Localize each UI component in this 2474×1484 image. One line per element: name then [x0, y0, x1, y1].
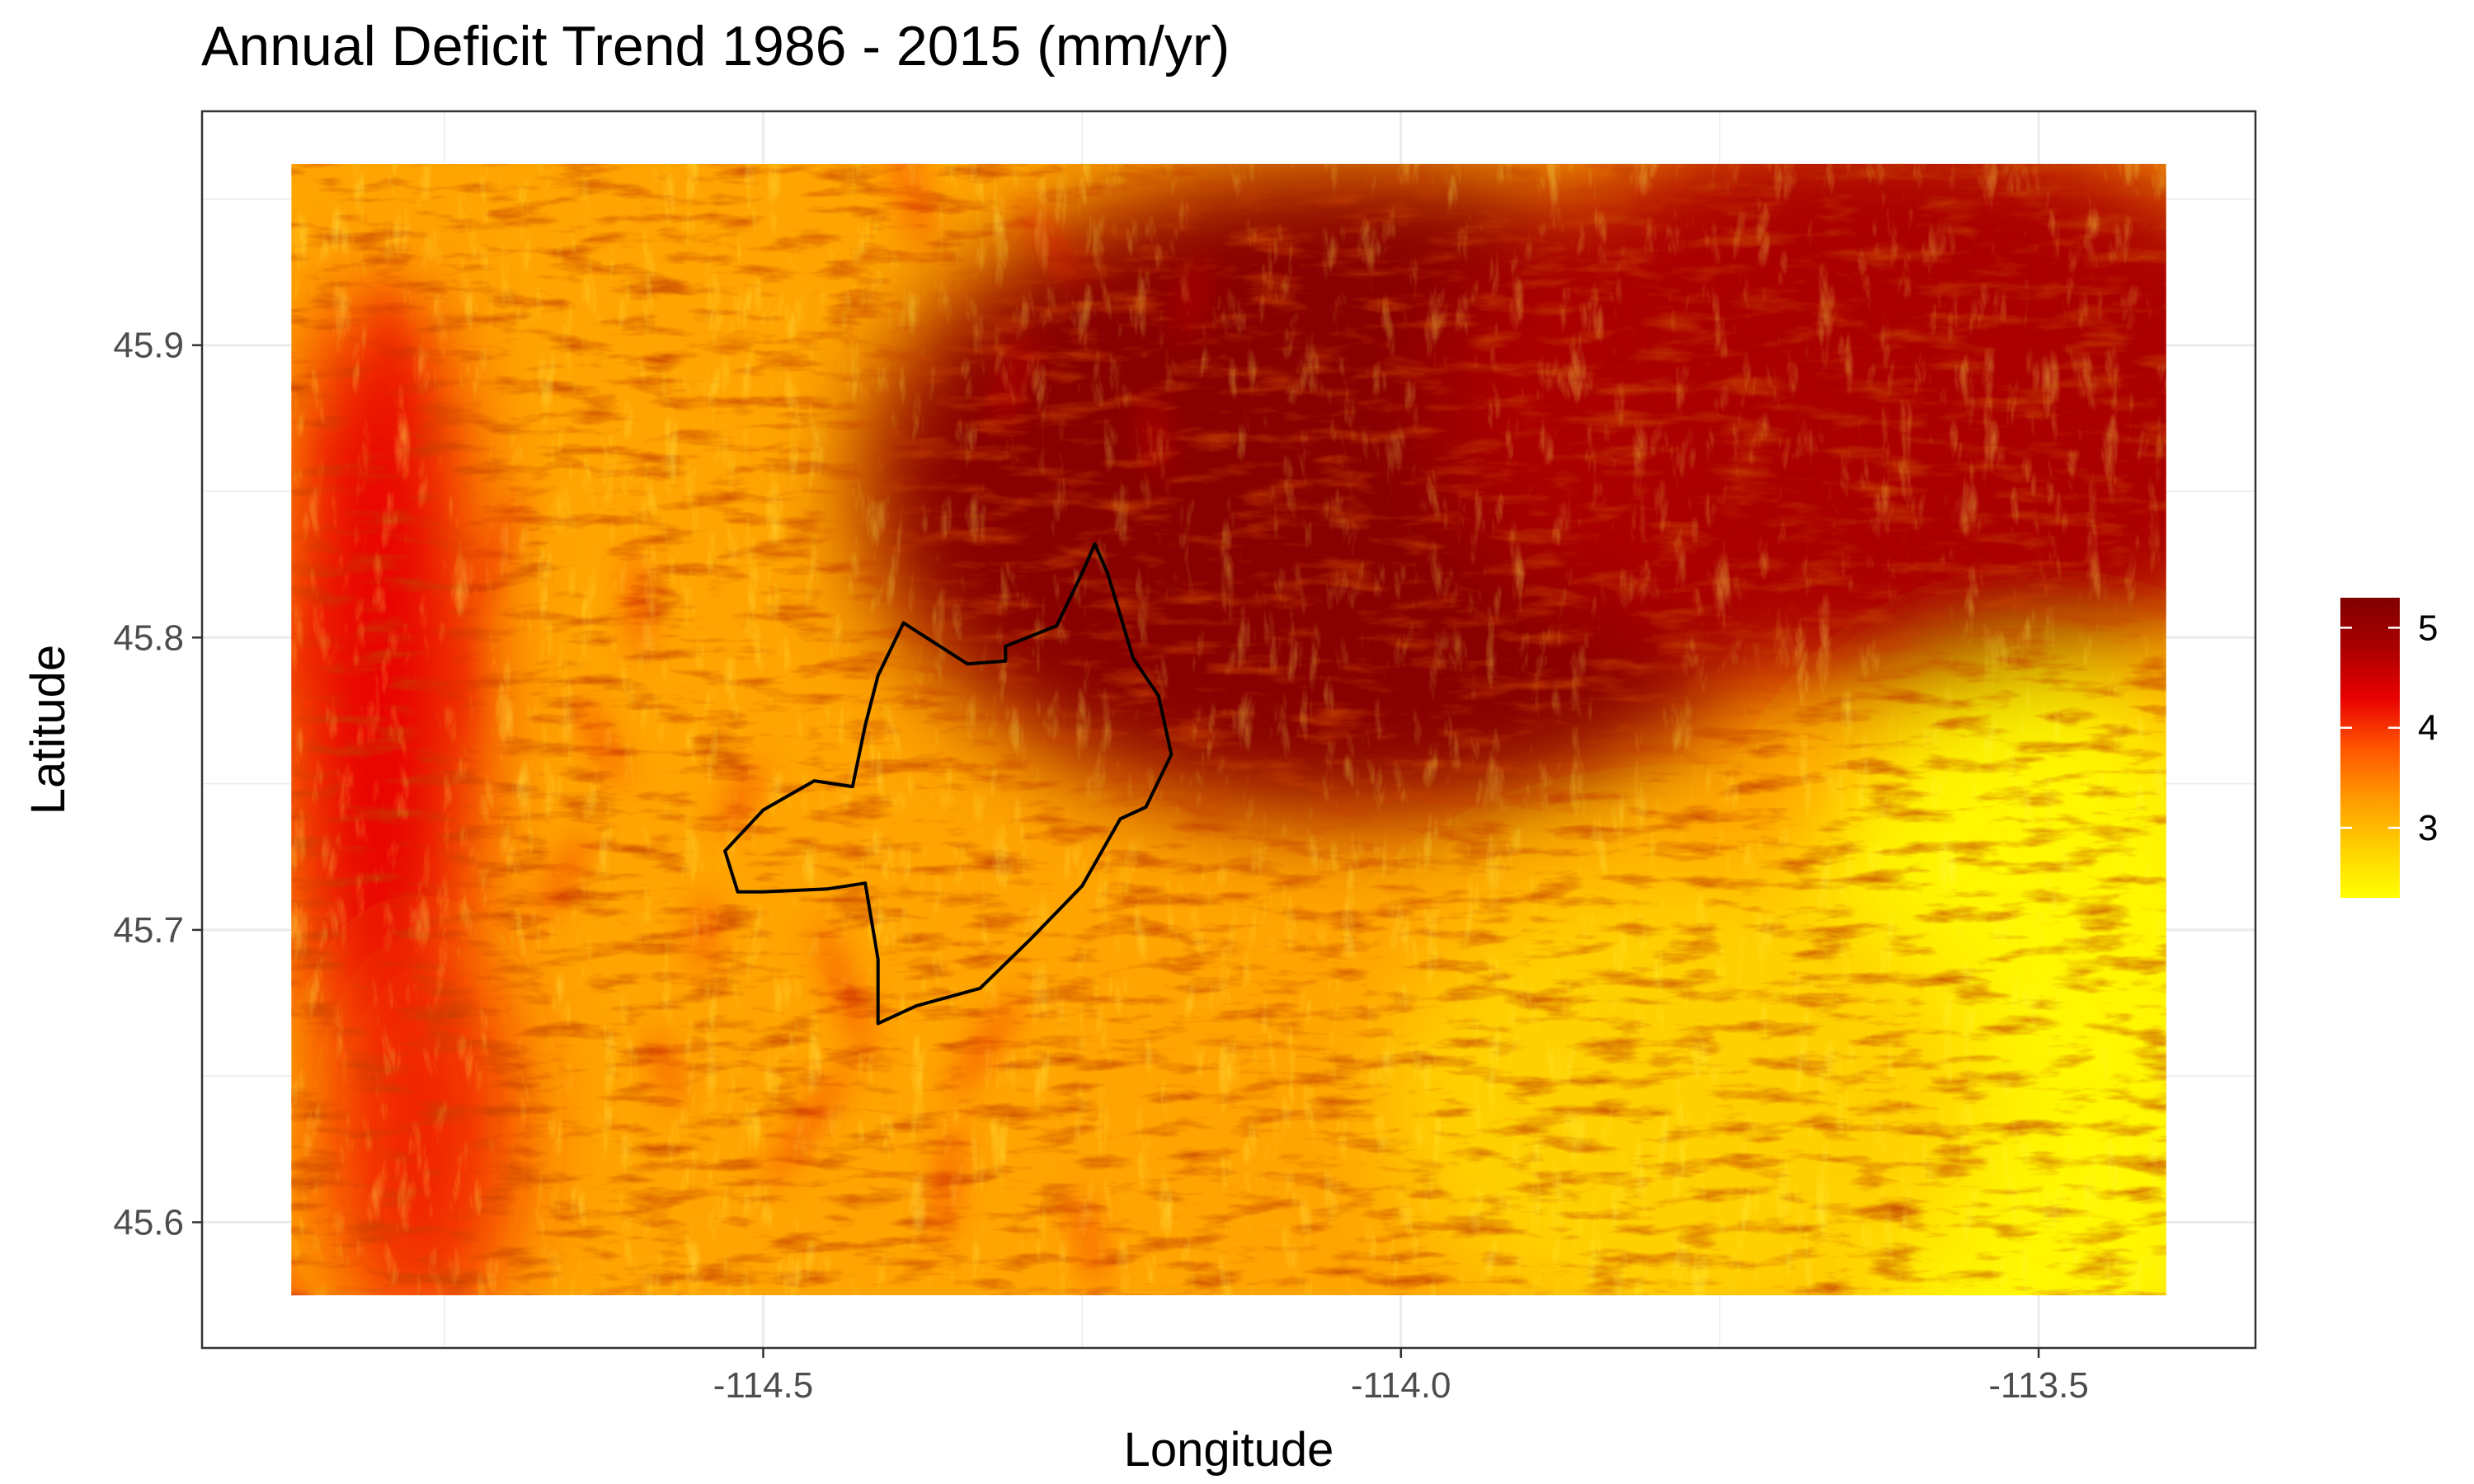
y-tick-label: 45.6 [113, 1203, 184, 1243]
raster-valley-accent [451, 622, 469, 748]
legend-tick-label: 3 [2418, 808, 2438, 848]
raster-valley-texture [291, 163, 2166, 1296]
raster-valley-accent [473, 490, 523, 607]
color-legend: 3 4 5 [2340, 598, 2438, 898]
legend-ticks: 3 4 5 [2340, 608, 2438, 848]
x-tick-label: -114.5 [713, 1365, 814, 1406]
raster-valley-accent [1072, 1189, 1104, 1289]
raster-valley-accent [892, 163, 928, 248]
raster-valley-accent [291, 559, 350, 697]
x-tick-label: -114.0 [1351, 1365, 1451, 1406]
raster-accents [291, 163, 1205, 1296]
basin-boundary-outline [723, 542, 1174, 1026]
raster-valley-accent [721, 762, 762, 833]
raster-valley-accent [934, 1120, 962, 1244]
y-axis-title: Latitude [21, 645, 75, 815]
legend-tick-label: 4 [2418, 708, 2438, 749]
x-axis-title: Longitude [1124, 1423, 1334, 1477]
raster-valley-accent [996, 330, 1031, 428]
raster-valley-accent [949, 994, 1021, 1099]
deficit-trend-raster [291, 163, 2166, 1296]
chart-title: Annual Deficit Trend 1986 - 2015 (mm/yr) [201, 15, 1230, 77]
raster-valley-accent [380, 283, 409, 430]
y-tick-label: 45.9 [113, 326, 184, 366]
raster-valley-accent [764, 1064, 850, 1187]
raster-valley-accent [694, 894, 713, 973]
raster-valley-accent [816, 920, 872, 1059]
y-tick-label: 45.7 [113, 910, 184, 951]
legend-tick-label: 5 [2418, 608, 2438, 648]
plot-panel-border [200, 110, 2257, 1350]
raster-valley-accent [1018, 203, 1084, 284]
raster-valley-accent [651, 1031, 682, 1106]
x-tick-label: -113.5 [1988, 1365, 2089, 1406]
raster-valley-accent [629, 554, 647, 656]
y-tick-label: 45.8 [113, 618, 184, 658]
raster-valley-accent [1178, 261, 1205, 338]
raster-valley-accent [316, 430, 398, 555]
raster-valley-accent [1144, 396, 1164, 475]
raster-valley-accent [576, 695, 625, 787]
legend-color-bar [2340, 598, 2400, 898]
raster-valley-accent [537, 831, 590, 922]
x-axis: -114.5 -114.0 -113.5 [713, 1348, 2089, 1406]
y-axis: 45.6 45.7 45.8 45.9 [113, 326, 202, 1243]
